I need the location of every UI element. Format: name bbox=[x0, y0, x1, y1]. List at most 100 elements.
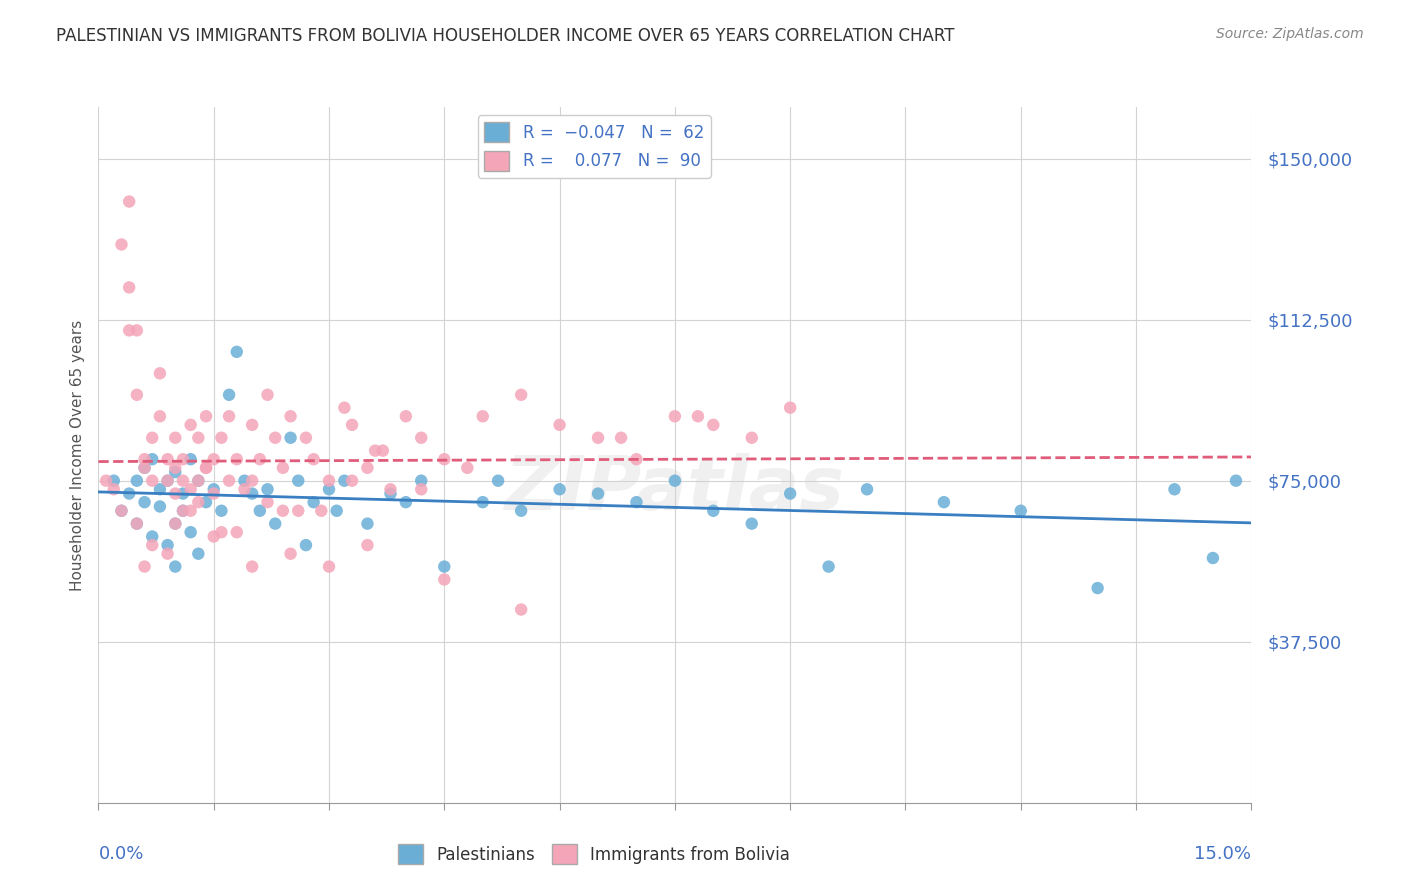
Point bbox=[779, 401, 801, 415]
Point bbox=[817, 559, 839, 574]
Point bbox=[180, 417, 202, 432]
Point bbox=[218, 388, 240, 402]
Point bbox=[1202, 551, 1225, 566]
Text: Source: ZipAtlas.com: Source: ZipAtlas.com bbox=[1216, 27, 1364, 41]
Point bbox=[195, 409, 218, 424]
Point bbox=[240, 559, 263, 574]
Point bbox=[110, 504, 132, 518]
Point bbox=[340, 417, 363, 432]
Point bbox=[172, 474, 194, 488]
Point bbox=[240, 474, 263, 488]
Point bbox=[741, 431, 763, 445]
Text: 15.0%: 15.0% bbox=[1194, 845, 1251, 863]
Point bbox=[118, 194, 141, 209]
Point bbox=[256, 483, 278, 497]
Point bbox=[209, 525, 232, 540]
Point bbox=[280, 409, 302, 424]
Point bbox=[380, 486, 402, 500]
Point bbox=[318, 559, 340, 574]
Point bbox=[240, 486, 263, 500]
Point bbox=[202, 529, 225, 543]
Point bbox=[172, 504, 194, 518]
Point bbox=[94, 474, 117, 488]
Point bbox=[125, 388, 148, 402]
Point bbox=[172, 486, 194, 500]
Point bbox=[340, 474, 363, 488]
Point bbox=[240, 417, 263, 432]
Point bbox=[702, 417, 724, 432]
Point bbox=[510, 602, 533, 616]
Point bbox=[1087, 581, 1109, 595]
Point bbox=[256, 495, 278, 509]
Point bbox=[364, 443, 387, 458]
Point bbox=[295, 538, 318, 552]
Point bbox=[149, 367, 172, 381]
Point bbox=[233, 483, 256, 497]
Point bbox=[180, 504, 202, 518]
Point bbox=[103, 474, 125, 488]
Point bbox=[125, 516, 148, 531]
Point bbox=[333, 401, 356, 415]
Point bbox=[110, 504, 132, 518]
Point bbox=[141, 538, 163, 552]
Point bbox=[187, 474, 209, 488]
Point bbox=[209, 431, 232, 445]
Point bbox=[172, 452, 194, 467]
Point bbox=[225, 525, 247, 540]
Point bbox=[456, 460, 478, 475]
Point bbox=[664, 409, 686, 424]
Point bbox=[187, 474, 209, 488]
Point bbox=[486, 474, 509, 488]
Point bbox=[195, 495, 218, 509]
Point bbox=[141, 529, 163, 543]
Point bbox=[280, 431, 302, 445]
Point bbox=[271, 460, 294, 475]
Point bbox=[702, 504, 724, 518]
Point bbox=[333, 474, 356, 488]
Point bbox=[218, 474, 240, 488]
Point bbox=[318, 483, 340, 497]
Point bbox=[249, 452, 271, 467]
Point bbox=[395, 409, 418, 424]
Point bbox=[433, 559, 456, 574]
Point bbox=[165, 465, 187, 479]
Point bbox=[318, 474, 340, 488]
Point bbox=[233, 474, 256, 488]
Point bbox=[510, 504, 533, 518]
Point bbox=[202, 483, 225, 497]
Point bbox=[118, 280, 141, 294]
Point bbox=[380, 483, 402, 497]
Point bbox=[134, 460, 156, 475]
Point bbox=[149, 500, 172, 514]
Point bbox=[195, 460, 218, 475]
Point bbox=[471, 409, 494, 424]
Point bbox=[586, 431, 609, 445]
Point bbox=[180, 525, 202, 540]
Point bbox=[103, 483, 125, 497]
Point bbox=[287, 504, 309, 518]
Point bbox=[165, 486, 187, 500]
Point bbox=[779, 486, 801, 500]
Point bbox=[741, 516, 763, 531]
Point bbox=[433, 573, 456, 587]
Legend: Palestinians, Immigrants from Bolivia: Palestinians, Immigrants from Bolivia bbox=[391, 838, 797, 871]
Point bbox=[586, 486, 609, 500]
Point bbox=[664, 474, 686, 488]
Point bbox=[165, 431, 187, 445]
Point bbox=[118, 486, 141, 500]
Point bbox=[1163, 483, 1185, 497]
Point bbox=[165, 559, 187, 574]
Text: ZIPatlas: ZIPatlas bbox=[505, 453, 845, 526]
Point bbox=[165, 516, 187, 531]
Point bbox=[118, 323, 141, 337]
Text: 0.0%: 0.0% bbox=[98, 845, 143, 863]
Point bbox=[180, 483, 202, 497]
Point bbox=[202, 486, 225, 500]
Point bbox=[626, 452, 648, 467]
Point bbox=[165, 460, 187, 475]
Point bbox=[311, 504, 333, 518]
Point bbox=[134, 495, 156, 509]
Point bbox=[411, 483, 433, 497]
Point bbox=[249, 504, 271, 518]
Text: PALESTINIAN VS IMMIGRANTS FROM BOLIVIA HOUSEHOLDER INCOME OVER 65 YEARS CORRELAT: PALESTINIAN VS IMMIGRANTS FROM BOLIVIA H… bbox=[56, 27, 955, 45]
